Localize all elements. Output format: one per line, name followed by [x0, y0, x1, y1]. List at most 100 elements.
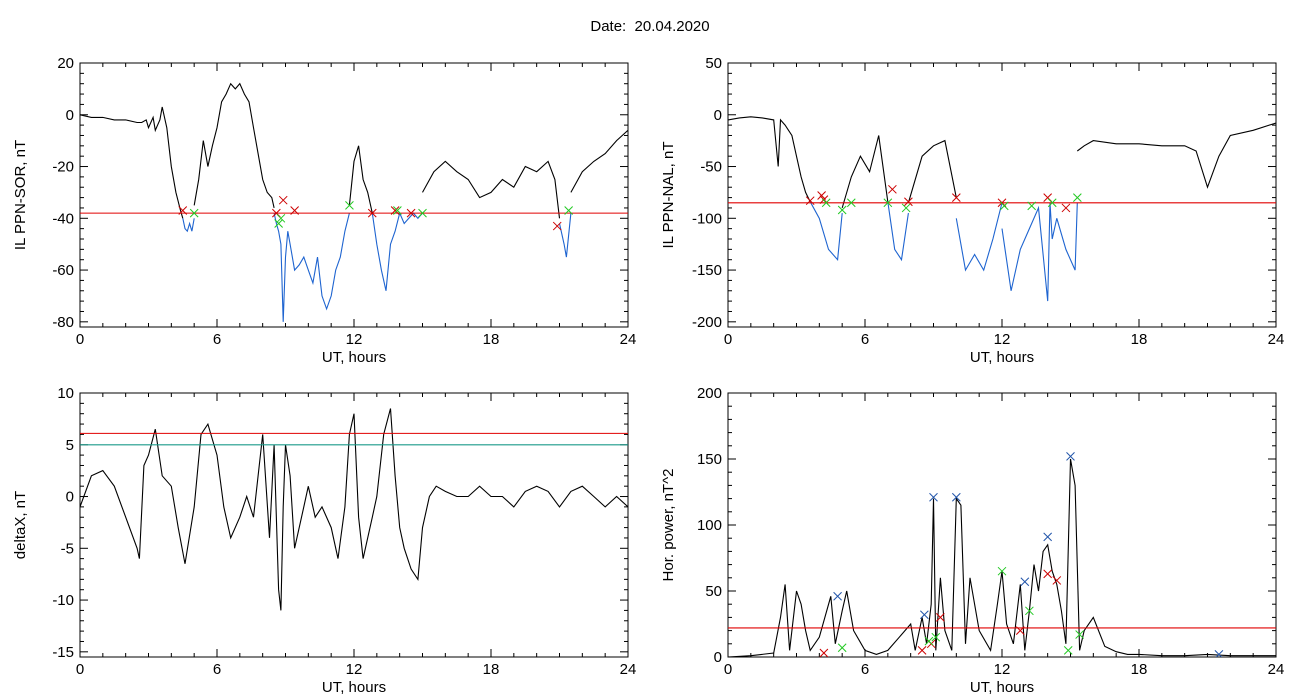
cross-marker	[1043, 569, 1053, 579]
series-line-1	[80, 106, 184, 219]
cross-marker	[888, 184, 897, 194]
chart-panel-4: 0 6 12 18 24 200 150 100 50 0 UT, hours Hor. power,…	[660, 385, 1284, 696]
cross-marker	[1066, 452, 1075, 461]
series-line-7	[422, 160, 561, 219]
plot-area	[728, 116, 1276, 302]
y-axis-label: IL PPN-NAL, nT	[660, 142, 677, 249]
y-tick-label: -15	[52, 644, 74, 661]
x-tick-label: 0	[724, 661, 732, 678]
x-tick-label: 18	[483, 331, 500, 348]
plot-frame	[79, 392, 629, 658]
series-line-5	[348, 145, 373, 214]
plot-frame	[727, 392, 1277, 658]
cross-marker	[1075, 630, 1084, 639]
cross-marker	[1072, 193, 1082, 202]
y-tick-label: 200	[697, 385, 722, 402]
cross-marker	[1020, 577, 1030, 587]
series-line-2	[182, 218, 195, 233]
cross-marker	[837, 205, 847, 215]
cross-marker	[290, 206, 299, 215]
y-tick-label: -40	[52, 210, 74, 227]
x-tick-label: 24	[620, 331, 637, 348]
cross-marker	[564, 206, 573, 215]
cross-marker	[951, 193, 961, 202]
cross-marker	[817, 191, 826, 200]
series-line-8	[1076, 122, 1276, 189]
series-line-6	[955, 202, 1003, 272]
cross-marker	[1061, 203, 1071, 213]
series-line-4	[887, 201, 909, 262]
x-tick-label: 24	[1268, 661, 1285, 678]
y-tick-label: -100	[692, 210, 722, 227]
y-tick-label: -200	[692, 314, 722, 331]
series-line-3	[193, 82, 275, 209]
series-line-7	[1001, 202, 1078, 302]
y-tick-label: 10	[57, 385, 74, 402]
cross-marker	[552, 221, 562, 231]
x-tick-label: 24	[1268, 331, 1285, 348]
series-line-9	[570, 129, 628, 193]
chart-panel-2: 0 6 12 18 24 50 0 -50 -100 -150 -200 UT, hours IL PP…	[660, 55, 1284, 366]
x-tick-label: 12	[994, 331, 1011, 348]
y-tick-label: 0	[714, 107, 722, 124]
cross-marker	[278, 195, 288, 205]
cross-marker	[929, 492, 938, 502]
cross-marker	[367, 208, 377, 218]
y-tick-label: -150	[692, 262, 722, 279]
series-line-1	[80, 408, 628, 611]
cross-marker	[819, 648, 829, 657]
x-tick-label: 6	[213, 661, 221, 678]
x-axis-label: UT, hours	[970, 679, 1034, 696]
figure-title: Date: 20.04.2020	[590, 18, 710, 35]
plot-area	[728, 452, 1276, 657]
y-tick-label: 0	[66, 107, 74, 124]
cross-marker	[390, 206, 400, 215]
cross-marker	[1052, 576, 1062, 585]
cross-marker	[189, 208, 199, 218]
x-tick-label: 6	[861, 661, 869, 678]
cross-marker	[345, 200, 354, 210]
series-line-2	[809, 201, 843, 262]
cross-marker	[1047, 198, 1057, 208]
series-line-4	[273, 212, 350, 322]
cross-marker	[1043, 532, 1053, 542]
series-line-5	[907, 139, 957, 203]
cross-marker	[805, 196, 815, 206]
y-axis-label: Hor. power, nT^2	[660, 469, 677, 582]
x-tick-label: 24	[620, 661, 637, 678]
series-line-1	[728, 458, 1276, 657]
x-tick-label: 0	[76, 661, 84, 678]
cross-marker	[406, 208, 416, 218]
plot-area	[80, 408, 628, 611]
y-tick-label: 100	[697, 517, 722, 534]
y-tick-label: 20	[57, 55, 74, 72]
chart-panel-3: 0 6 12 18 24 10 5 0 -5 -10 -15 UT, hours deltaX, nT	[12, 385, 636, 696]
cross-marker	[1214, 650, 1224, 657]
cross-marker	[418, 208, 427, 218]
x-tick-label: 18	[483, 661, 500, 678]
x-tick-label: 18	[1131, 661, 1148, 678]
plot-area	[80, 82, 628, 322]
x-axis-label: UT, hours	[970, 349, 1034, 366]
y-tick-label: -60	[52, 262, 74, 279]
y-tick-label: 50	[705, 55, 722, 72]
cross-marker	[276, 213, 286, 223]
x-tick-label: 6	[213, 331, 221, 348]
y-tick-label: -5	[61, 540, 74, 557]
x-axis-label: UT, hours	[322, 349, 386, 366]
cross-marker	[999, 201, 1009, 211]
y-tick-label: 150	[697, 451, 722, 468]
y-tick-label: 50	[705, 583, 722, 600]
x-tick-label: 12	[994, 661, 1011, 678]
cross-marker	[997, 566, 1007, 576]
cross-marker	[846, 198, 856, 208]
x-tick-label: 6	[861, 331, 869, 348]
cross-marker	[904, 197, 913, 207]
y-axis-label: deltaX, nT	[12, 491, 29, 559]
cross-marker	[833, 591, 842, 601]
series-line-3	[841, 135, 889, 209]
x-axis-label: UT, hours	[322, 679, 386, 696]
y-tick-label: -10	[52, 592, 74, 609]
cross-marker	[931, 632, 941, 642]
cross-marker	[1063, 646, 1073, 655]
